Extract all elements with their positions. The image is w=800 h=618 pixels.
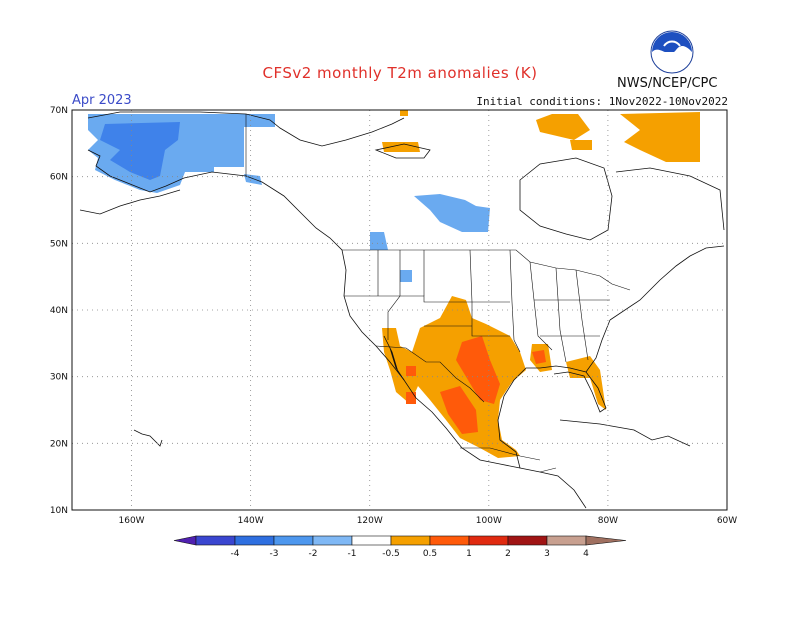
colorbar-swatch (507, 535, 548, 546)
colorbar-swatch (546, 535, 587, 546)
map-frame (71, 109, 728, 511)
colorbar-label: 2 (505, 549, 511, 559)
lat-tick-label: 20N (50, 439, 68, 449)
political-borders (245, 114, 631, 473)
lon-tick-label: 120W (357, 516, 383, 526)
colorbar-swatch (195, 535, 236, 546)
cold-anomaly-canada (370, 194, 490, 282)
lon-tick-label: 160W (119, 516, 145, 526)
colorbar-swatch (273, 535, 314, 546)
colorbar-label: -4 (231, 549, 240, 559)
map-title: CFSv2 monthly T2m anomalies (K) (262, 64, 538, 82)
colorbar-swatch (312, 535, 353, 546)
axis-ticks: 160W 140W 120W 100W 80W 60W 70N 60N 50N 40N 30N 20N… (50, 106, 737, 526)
colorbar-swatch (351, 535, 392, 546)
lat-lon-grid (72, 110, 727, 510)
lat-tick-label: 30N (50, 373, 68, 383)
colorbar-swatch (429, 535, 470, 546)
agency-label: NWS/NCEP/CPC (617, 76, 718, 91)
lon-tick-label: 80W (598, 516, 618, 526)
initial-conditions: Initial conditions: 1Nov2022-10Nov2022 (476, 95, 728, 108)
warm-anomaly-southwest-mexico (382, 296, 606, 458)
noaa-logo-icon (650, 30, 694, 74)
lat-tick-label: 60N (50, 173, 68, 183)
lon-tick-label: 60W (717, 516, 737, 526)
forecast-period: Apr 2023 (72, 93, 132, 108)
colorbar-label: -3 (270, 549, 279, 559)
warm-anomaly-north (382, 110, 700, 162)
colorbar-label: 3 (544, 549, 550, 559)
colorbar-swatch (468, 535, 509, 546)
colorbar-label: -1 (348, 549, 357, 559)
lat-tick-label: 70N (50, 106, 68, 116)
colorbar-label: -2 (309, 549, 318, 559)
colorbar-arrow-low (173, 535, 197, 546)
colorbar-label: 0.5 (423, 549, 437, 559)
colorbar-swatch (390, 535, 431, 546)
lat-tick-label: 50N (50, 239, 68, 249)
colorbar-arrow-high (585, 535, 627, 546)
colorbar-swatch (234, 535, 275, 546)
cold-anomaly-alaska (88, 114, 275, 193)
colorbar-label: 1 (466, 549, 472, 559)
lat-tick-label: 10N (50, 506, 68, 516)
lon-tick-label: 140W (238, 516, 264, 526)
colorbar-label: -0.5 (382, 549, 400, 559)
colorbar-label: 4 (583, 549, 589, 559)
colorbar-legend: -4 -3 -2 -1 -0.5 0.5 1 2 3 4 (173, 535, 627, 559)
lon-tick-label: 100W (476, 516, 502, 526)
lat-tick-label: 40N (50, 306, 68, 316)
